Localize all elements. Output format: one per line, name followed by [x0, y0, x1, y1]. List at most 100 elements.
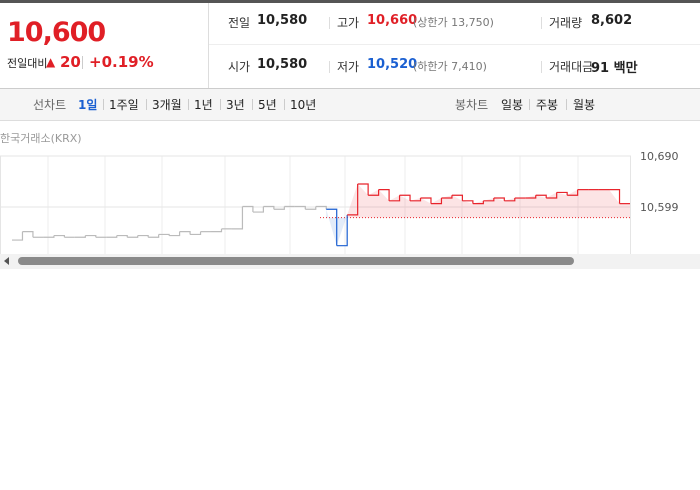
area: [535, 195, 547, 218]
stat-label: 저가: [337, 60, 360, 74]
stat-value: 10,580: [257, 13, 308, 28]
area: [483, 198, 494, 218]
line-segment: [556, 191, 568, 196]
line-segment: [399, 194, 411, 201]
tab[interactable]: 3개월: [152, 98, 182, 112]
line-segment: [158, 233, 170, 236]
y-tick-label: 10,599: [640, 201, 679, 214]
line-segment: [357, 183, 369, 196]
stat-value: 10,520: [367, 57, 418, 72]
line-segment: [263, 205, 275, 210]
line-segment: [22, 231, 34, 238]
stat-label: 시가: [228, 60, 251, 74]
line-segment: [347, 184, 359, 216]
change: 20: [60, 53, 81, 71]
area: [609, 189, 620, 218]
area: [451, 195, 463, 218]
line-segment: [106, 235, 118, 238]
line-segment: [368, 189, 380, 196]
line-segment: [493, 197, 505, 201]
area: [368, 189, 379, 218]
area: [410, 198, 421, 218]
area: [378, 189, 390, 218]
tab[interactable]: 월봉: [573, 98, 596, 112]
area: [472, 200, 484, 218]
tab[interactable]: 3년: [226, 98, 245, 112]
rate: +0.19%: [89, 53, 154, 71]
line-segment: [451, 194, 464, 201]
row-divider: [209, 44, 700, 45]
stat-extra: (하한가 7,410): [413, 60, 487, 73]
line-segment: [336, 214, 348, 247]
line-segment: [326, 208, 338, 246]
area: [357, 184, 369, 218]
tab[interactable]: 1년: [194, 98, 213, 112]
tab[interactable]: 1일: [78, 98, 98, 112]
area: [567, 189, 578, 218]
price: 10,600: [7, 17, 106, 48]
line-segment: [567, 189, 579, 196]
area: [546, 192, 557, 218]
area: [389, 195, 400, 218]
area: [556, 192, 568, 218]
line-segment: [74, 235, 86, 238]
stat-label: 거래대금: [549, 60, 594, 74]
area: [430, 198, 442, 218]
scroll-left[interactable]: [4, 257, 9, 265]
stat-value: 10,660: [367, 13, 418, 28]
line-segment: [231, 206, 244, 230]
tab[interactable]: 10년: [290, 98, 317, 112]
tab-bar: [0, 88, 700, 121]
tab-divider: [284, 99, 285, 110]
line-segment: [535, 194, 547, 199]
stat-extra: (상한가 13,750): [413, 16, 494, 29]
top-border: [0, 0, 700, 3]
scroll-thumb[interactable]: [18, 257, 574, 265]
line-segment: [273, 206, 285, 210]
tab-divider: [529, 99, 530, 110]
divider: [329, 61, 330, 73]
area: [462, 200, 473, 218]
area: [588, 189, 599, 218]
line-segment: [116, 234, 128, 238]
area: [326, 209, 337, 246]
line-segment: [472, 200, 484, 205]
line-segment: [420, 197, 432, 204]
line-segment: [169, 231, 181, 237]
tab[interactable]: 1주일: [109, 98, 139, 112]
divider: [541, 17, 542, 29]
tab-divider: [252, 99, 253, 110]
line-segment: [441, 195, 453, 199]
tab-divider: [188, 99, 189, 110]
tab[interactable]: 5년: [258, 98, 277, 112]
line-segment: [137, 234, 149, 238]
line-segment: [378, 189, 390, 201]
area: [577, 189, 589, 218]
area: [399, 195, 411, 218]
line-segment: [85, 234, 97, 238]
line-segment: [53, 234, 65, 238]
line-segment: [546, 192, 558, 199]
line-segment: [525, 195, 537, 199]
line-segment: [12, 231, 24, 241]
stat-label: 전일: [228, 16, 251, 30]
area: [347, 184, 358, 218]
tab[interactable]: 일봉: [501, 98, 524, 112]
tab-divider: [103, 99, 104, 110]
tab-divider: [566, 99, 567, 110]
stat-value: 8,602: [591, 13, 633, 28]
divider: [329, 17, 330, 29]
area: [619, 203, 630, 218]
line-segment: [462, 200, 474, 204]
tab[interactable]: 주봉: [536, 98, 559, 112]
line-segment: [252, 206, 264, 213]
area: [441, 195, 452, 218]
line-segment: [211, 228, 223, 233]
up-icon: ▲: [46, 55, 56, 69]
area: [598, 189, 610, 218]
area: [493, 198, 505, 218]
line-segment: [294, 205, 306, 210]
line-segment: [483, 198, 495, 202]
line-segment: [504, 198, 516, 202]
